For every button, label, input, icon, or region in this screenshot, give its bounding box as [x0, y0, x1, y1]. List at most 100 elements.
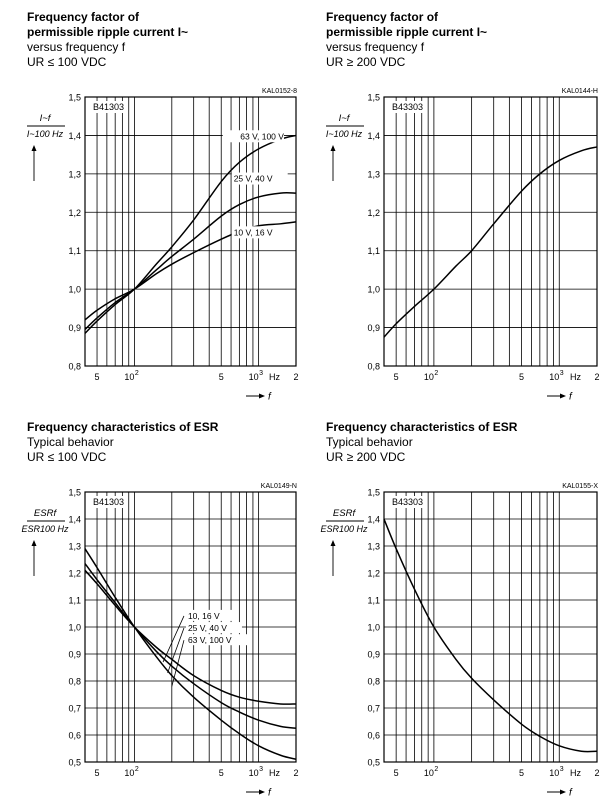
y-tick-label: 1,4 — [68, 515, 81, 525]
x-unit-label: Hz — [570, 372, 581, 382]
y-tick-label: 1,0 — [367, 285, 380, 295]
panel-3-subtitle-line-2: UR ≤ 100 VDC — [27, 450, 107, 464]
y-tick-label: 1,5 — [68, 93, 81, 103]
y-tick-label: 1,0 — [68, 623, 81, 633]
x-tick-label: 5 — [519, 372, 524, 382]
x-tick-label: 5 — [519, 768, 524, 778]
panel-1-heading: Frequency factor of permissible ripple c… — [27, 10, 188, 70]
y-tick-label: 1,0 — [367, 623, 380, 633]
x-tick-exponent: 2 — [135, 766, 139, 773]
series-line-0 — [84, 569, 297, 705]
x-tick-label: 5 — [95, 768, 100, 778]
x-tick-exponent: 3 — [259, 766, 263, 773]
x-tick-label: 10 — [549, 372, 559, 382]
x-axis-arrowhead — [259, 393, 265, 399]
y-tick-label: 1,2 — [367, 569, 380, 579]
plot-frame — [84, 491, 297, 763]
y-axis-label-numerator: ESRf — [333, 508, 357, 519]
figure-code-label: KAL0149-N — [261, 483, 297, 490]
series-line-1 — [84, 192, 297, 331]
y-axis-label-numerator: I~f — [339, 113, 351, 124]
figure-code-label: KAL0144-H — [562, 88, 598, 95]
part-label-background — [389, 101, 426, 113]
y-tick-label: 0,7 — [367, 704, 380, 714]
leader-line — [167, 627, 185, 674]
panel-2-title-line-2: permissible ripple current I~ — [326, 25, 488, 39]
y-tick-label: 1,0 — [68, 285, 81, 295]
part-number-label: B43303 — [392, 102, 423, 112]
y-axis-label-numerator: I~f — [40, 113, 52, 124]
y-tick-label: 0,9 — [68, 323, 81, 333]
x-tick-label: 5 — [219, 768, 224, 778]
y-tick-label: 1,1 — [367, 596, 380, 606]
y-tick-label: 0,9 — [367, 323, 380, 333]
series-line-2 — [84, 221, 297, 321]
x-tick-exponent: 3 — [560, 766, 564, 773]
y-tick-label: 1,1 — [367, 246, 380, 256]
x-tick-label: 2 — [293, 372, 298, 382]
panel-4-title-line-1: Frequency characteristics of ESR — [326, 420, 518, 434]
x-tick-exponent: 2 — [135, 370, 139, 377]
part-label-background — [389, 496, 426, 508]
panel-1-title-line-1: Frequency factor of — [27, 10, 140, 24]
x-tick-label: 10 — [249, 768, 259, 778]
x-axis-label: f — [268, 788, 272, 799]
leader-line — [162, 615, 185, 663]
y-tick-label: 1,3 — [367, 542, 380, 552]
x-axis-label: f — [569, 392, 573, 403]
series-line-0 — [383, 518, 598, 753]
y-tick-label: 0,5 — [68, 758, 81, 768]
y-tick-label: 1,3 — [367, 169, 380, 179]
y-tick-label: 1,1 — [68, 246, 81, 256]
x-axis-label: f — [569, 788, 573, 799]
panel-1-subtitle-line-2: UR ≤ 100 VDC — [27, 55, 107, 69]
y-axis-arrowhead — [31, 540, 37, 546]
plot-frame — [84, 96, 297, 367]
x-unit-label: Hz — [269, 372, 280, 382]
series-label-background — [231, 172, 288, 185]
y-tick-label: 1,2 — [367, 208, 380, 218]
x-axis-arrowhead — [560, 393, 566, 399]
x-unit-label: Hz — [269, 768, 280, 778]
y-tick-label: 1,1 — [68, 596, 81, 606]
x-tick-label: 10 — [124, 372, 134, 382]
y-axis-arrowhead — [330, 540, 336, 546]
panel-4-heading: Frequency characteristics of ESR Typical… — [326, 420, 517, 465]
x-tick-label: 5 — [394, 372, 399, 382]
panel-2-subtitle-line-2: UR ≥ 200 VDC — [326, 55, 406, 69]
figure-code-label: KAL0152-8 — [262, 88, 297, 95]
y-tick-label: 0,8 — [68, 362, 81, 372]
plot-frame — [383, 491, 598, 763]
y-axis-label-denominator: ESR100 Hz — [21, 524, 69, 534]
series-line-2 — [84, 548, 297, 761]
panel-2-title-line-1: Frequency factor of — [326, 10, 439, 24]
series-label: 63 V, 100 V — [240, 131, 284, 141]
y-axis-label-denominator: I~100 Hz — [326, 129, 363, 139]
series-label: 10 V, 16 V — [234, 227, 273, 237]
y-tick-label: 1,5 — [367, 93, 380, 103]
x-tick-label: 2 — [594, 372, 599, 382]
x-tick-label: 10 — [549, 768, 559, 778]
plot-frame — [383, 96, 598, 367]
series-label-background — [185, 634, 248, 646]
x-tick-label: 5 — [394, 768, 399, 778]
y-tick-label: 1,2 — [68, 569, 81, 579]
x-tick-label: 10 — [424, 768, 434, 778]
x-tick-exponent: 2 — [434, 766, 438, 773]
part-number-label: B43303 — [392, 497, 423, 507]
x-tick-label: 5 — [95, 372, 100, 382]
panel-4-subtitle-line-2: UR ≥ 200 VDC — [326, 450, 406, 464]
series-line-1 — [84, 563, 297, 729]
y-tick-label: 1,4 — [367, 131, 380, 141]
y-tick-label: 0,8 — [367, 677, 380, 687]
y-tick-label: 0,6 — [367, 731, 380, 741]
y-tick-label: 0,5 — [367, 758, 380, 768]
x-tick-exponent: 2 — [434, 370, 438, 377]
y-tick-label: 1,5 — [367, 488, 380, 498]
y-axis-arrowhead — [330, 145, 336, 151]
part-label-background — [90, 496, 127, 508]
y-tick-label: 0,9 — [367, 650, 380, 660]
